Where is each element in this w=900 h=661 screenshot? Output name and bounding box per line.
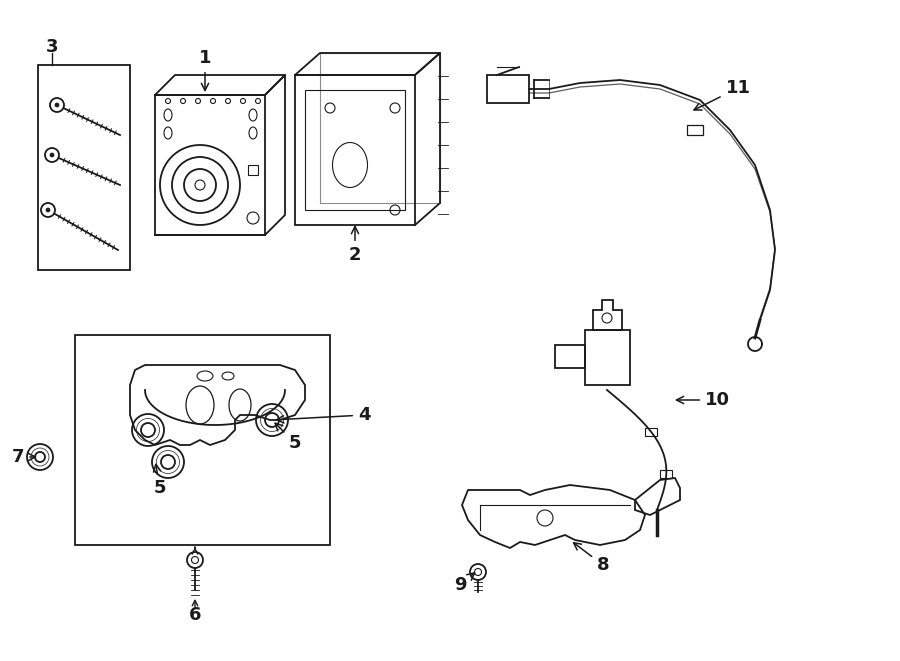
Text: 9: 9 (454, 573, 474, 594)
Text: 10: 10 (677, 391, 730, 409)
Circle shape (50, 153, 54, 157)
Circle shape (55, 103, 59, 107)
Text: 11: 11 (694, 79, 751, 110)
Text: 3: 3 (46, 38, 58, 56)
Circle shape (46, 208, 50, 212)
Text: 8: 8 (573, 543, 609, 574)
Text: 2: 2 (349, 227, 361, 264)
Text: 7: 7 (12, 448, 35, 466)
Text: 5: 5 (154, 465, 166, 497)
Text: 5: 5 (275, 423, 302, 452)
Text: 4: 4 (276, 406, 371, 424)
Text: 1: 1 (199, 49, 212, 91)
Text: 6: 6 (189, 606, 202, 624)
